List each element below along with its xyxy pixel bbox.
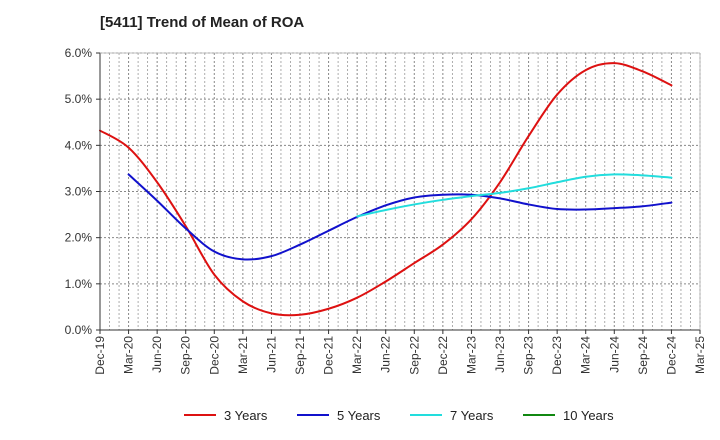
- series-line-7-years: [356, 173, 673, 218]
- x-tick-label: Dec-19: [93, 336, 107, 375]
- y-tick-label: 6.0%: [65, 46, 93, 60]
- x-tick-label: Dec-22: [436, 336, 450, 375]
- x-tick-label: Jun-20: [150, 336, 164, 373]
- x-tick-label: Mar-20: [122, 336, 136, 374]
- legend-label-5-years: 5 Years: [337, 408, 381, 423]
- x-tick-label: Jun-22: [379, 336, 393, 373]
- x-tick-label: Sep-22: [407, 336, 421, 375]
- x-tick-label: Sep-21: [293, 336, 307, 375]
- x-tick-label: Sep-23: [522, 336, 536, 375]
- legend: 3 Years 5 Years 7 Years 10 Years: [184, 408, 614, 423]
- x-tick-label: Jun-24: [607, 336, 621, 373]
- y-tick-labels: 0.0% 1.0% 2.0% 3.0% 4.0% 5.0% 6.0%: [65, 46, 100, 337]
- x-tick-labels: Dec-19 Mar-20 Jun-20 Sep-20 Dec-20 Mar-21 Jun-…: [93, 330, 707, 375]
- x-tick-label: Jun-21: [264, 336, 278, 373]
- series-line-3-years: [99, 62, 673, 317]
- legend-label-3-years: 3 Years: [224, 408, 268, 423]
- x-tick-label: Dec-23: [550, 336, 564, 375]
- x-tick-label: Mar-25: [693, 336, 707, 374]
- x-tick-label: Sep-24: [636, 336, 650, 375]
- y-tick-label: 0.0%: [65, 323, 93, 337]
- x-tick-label: Mar-21: [236, 336, 250, 374]
- series-lines: [99, 62, 673, 317]
- legend-label-10-years: 10 Years: [563, 408, 614, 423]
- x-tick-label: Jun-23: [493, 336, 507, 373]
- x-tick-label: Mar-24: [579, 336, 593, 374]
- y-tick-label: 4.0%: [65, 138, 93, 152]
- legend-label-7-years: 7 Years: [450, 408, 494, 423]
- x-tick-label: Mar-22: [350, 336, 364, 374]
- x-tick-label: Mar-23: [464, 336, 478, 374]
- x-tick-label: Dec-20: [207, 336, 221, 375]
- y-tick-label: 5.0%: [65, 92, 93, 106]
- y-tick-label: 2.0%: [65, 231, 93, 245]
- chart-title: [5411] Trend of Mean of ROA: [100, 14, 305, 31]
- y-tick-label: 1.0%: [65, 277, 93, 291]
- series-line-5-years: [127, 173, 673, 261]
- x-tick-label: Dec-24: [664, 336, 678, 375]
- y-tick-label: 3.0%: [65, 185, 93, 199]
- x-tick-label: Dec-21: [322, 336, 336, 375]
- x-tick-label: Sep-20: [179, 336, 193, 375]
